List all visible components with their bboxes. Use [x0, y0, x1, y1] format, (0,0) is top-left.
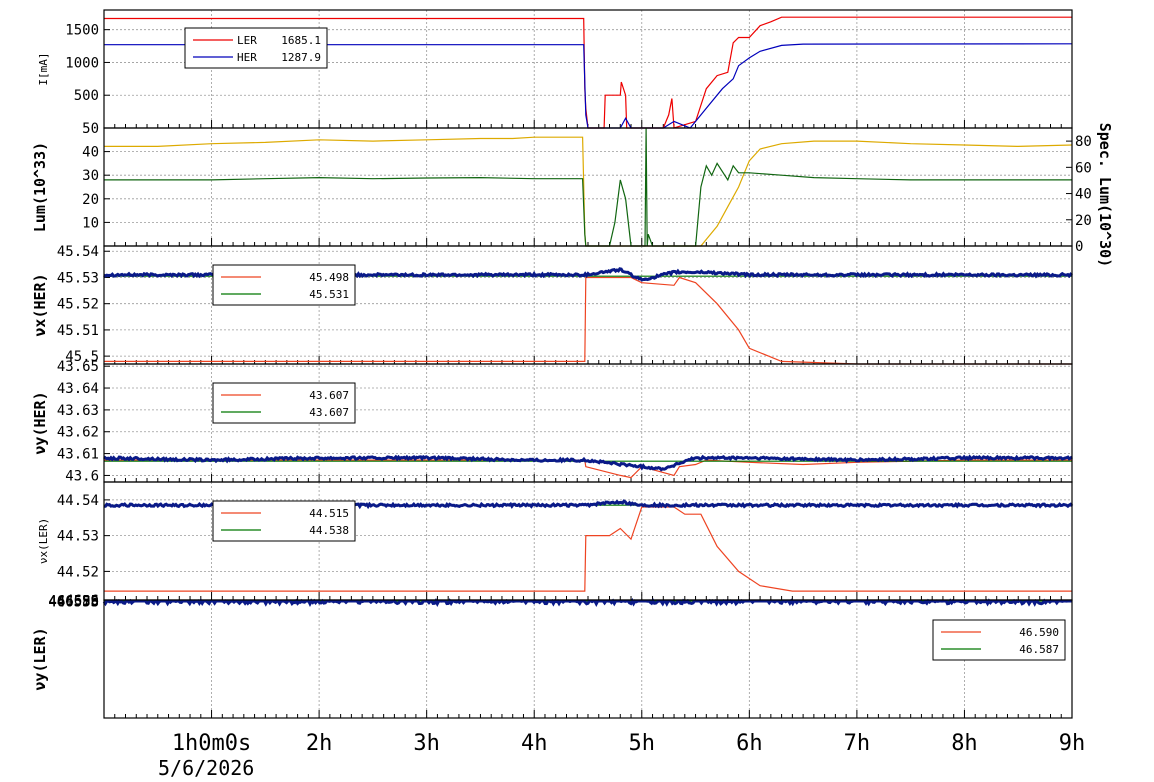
legend-frame [212, 500, 356, 542]
legend: 43.607 43.607 [212, 382, 356, 424]
y-tick-label: 500 [74, 88, 99, 104]
y-tick-label: 46.59 [57, 594, 99, 610]
legend-value: 44.538 [309, 524, 349, 537]
x-tick-label: 2h [306, 731, 333, 756]
legend-frame [212, 382, 356, 424]
y-right-tick-label: 60 [1075, 160, 1092, 176]
y-tick-label: 10 [82, 215, 99, 231]
legend-value: 45.531 [309, 288, 349, 301]
legend-value: 46.587 [1019, 643, 1059, 656]
y-tick-label: 45.54 [57, 244, 99, 260]
y-axis-label: νx(HER) [31, 273, 49, 336]
y-tick-label: 45.51 [57, 323, 99, 339]
x-tick-label: 4h [521, 731, 548, 756]
y-tick-label: 46.6 [65, 593, 99, 609]
y-tick-label: 45.53 [57, 270, 99, 286]
legend-value: 46.590 [1019, 626, 1059, 639]
y-tick-label: 46.585 [48, 594, 99, 610]
x-tick-label: 6h [736, 731, 763, 756]
legend-value: 1685.1 [281, 34, 321, 47]
y-right-tick-label: 20 [1075, 213, 1092, 229]
y-tick-label: 46.58 [57, 594, 99, 610]
y-right-tick-label: 0 [1075, 239, 1083, 255]
series-line [104, 43, 1073, 129]
y-right-tick-label: 40 [1075, 187, 1092, 203]
y-tick-label: 43.64 [57, 381, 99, 397]
x-tick-label: 9h [1059, 731, 1086, 756]
panel-nux_ler: 44.52 44.53 44.54 νx(LER) 44.515 44.538 [37, 481, 1074, 601]
y-tick-label: 43.6 [65, 468, 99, 484]
panel-frame [103, 599, 1073, 719]
series-line [104, 276, 1072, 365]
y-tick-label: 40 [82, 145, 99, 161]
legend-frame [932, 619, 1066, 661]
y-tick-label: 44.52 [57, 564, 99, 580]
panel-lum: 10 20 30 40 50 0 20 40 60 80 Lum(10^33) Spec. Lum(1… [31, 121, 1114, 267]
legend: LER 1685.1 HER 1287.9 [184, 27, 328, 69]
x-tick-label: 7h [844, 731, 871, 756]
y-tick-label: 44.54 [57, 493, 99, 509]
y-tick-label: 30 [82, 168, 99, 184]
y-tick-label: 43.65 [57, 359, 99, 375]
y-axis-label: I[mA] [37, 52, 50, 85]
panel-frame [103, 127, 1073, 247]
x-axis: 1h0m0s 2h 3h 4h 5h 6h 7h 8h 9h 5/6/2026 [158, 731, 1085, 780]
legend-value: 1287.9 [281, 51, 321, 64]
series-measured [103, 454, 1073, 472]
y-tick-label: 45.52 [57, 297, 99, 313]
legend: 46.590 46.587 [932, 619, 1066, 661]
series-measured [102, 597, 1072, 608]
y-tick-label: 44.53 [57, 529, 99, 545]
series-line [104, 506, 1072, 592]
panel-nuy_her: 43.6 43.61 43.62 43.63 43.64 43.65 νy(HER) 43.6… [31, 359, 1073, 484]
x-tick-label: 8h [951, 731, 978, 756]
legend-value: 44.515 [309, 507, 349, 520]
series-line [104, 127, 1072, 247]
legend-name: LER [237, 34, 257, 47]
legend-frame [184, 27, 328, 69]
series-line [104, 136, 1073, 247]
y-tick-label: 43.61 [57, 447, 99, 463]
legend: 44.515 44.538 [212, 500, 356, 542]
legend-value: 45.498 [309, 271, 349, 284]
legend-value: 43.607 [309, 406, 349, 419]
series-line [104, 459, 1072, 479]
y-tick-label: 1500 [65, 23, 99, 39]
y-tick-label: 50 [82, 121, 99, 137]
y-tick-label: 1000 [65, 55, 99, 71]
y-tick-label: 46.595 [48, 593, 99, 609]
y-axis-label-right: Spec. Lum(10^30) [1096, 123, 1114, 268]
legend-value: 43.607 [309, 389, 349, 402]
y-tick-label: 45.5 [65, 349, 99, 365]
y-axis-label: νy(HER) [31, 391, 49, 454]
y-tick-label: 20 [82, 192, 99, 208]
legend-name: HER [237, 51, 257, 64]
date-label: 5/6/2026 [158, 756, 254, 780]
y-tick-label: 43.63 [57, 403, 99, 419]
y-tick-label: 43.62 [57, 425, 99, 441]
y-axis-label: νy(LER) [31, 627, 49, 690]
legend-frame [212, 264, 356, 306]
y-axis-label: νx(LER) [37, 518, 50, 564]
y-right-tick-label: 80 [1075, 134, 1092, 150]
x-tick-label: 5h [629, 731, 656, 756]
y-tick-label: 46.575 [48, 595, 99, 611]
y-axis-label: Lum(10^33) [31, 142, 49, 232]
x-tick-label: 3h [413, 731, 440, 756]
x-tick-label: 1h0m0s [172, 731, 251, 756]
legend: 45.498 45.531 [212, 264, 356, 306]
panel-current: 500 1000 1500 I[mA] LER 1685.1 HER 1287.9 [37, 9, 1073, 129]
